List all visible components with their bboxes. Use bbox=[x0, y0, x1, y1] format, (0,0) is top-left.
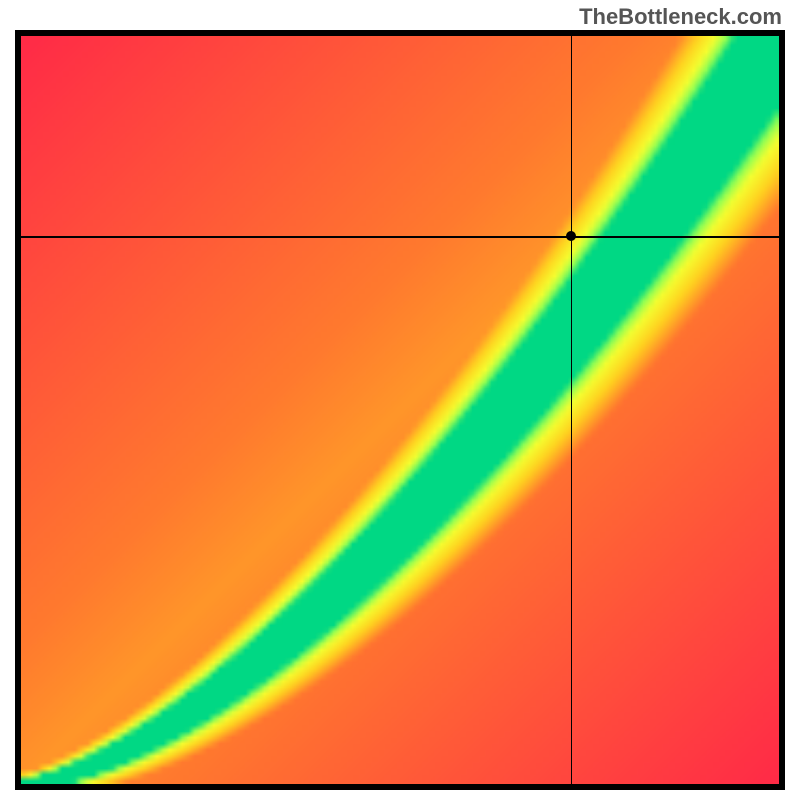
crosshair-horizontal bbox=[21, 236, 779, 238]
watermark-text: TheBottleneck.com bbox=[579, 4, 782, 30]
bottleneck-heatmap-chart bbox=[15, 30, 785, 790]
crosshair-marker bbox=[566, 231, 576, 241]
heatmap-canvas bbox=[21, 36, 779, 784]
crosshair-vertical bbox=[571, 36, 573, 784]
